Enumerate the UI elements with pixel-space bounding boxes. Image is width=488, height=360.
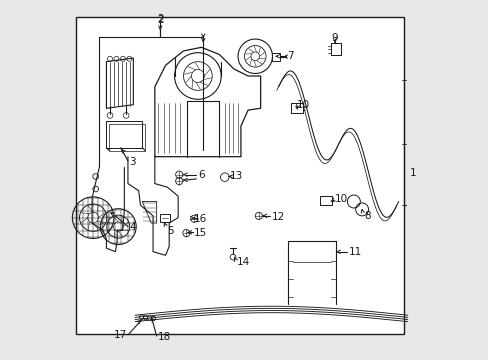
Text: 15: 15: [194, 228, 207, 238]
Text: 3: 3: [129, 157, 135, 167]
Text: 2: 2: [157, 14, 163, 24]
Text: 11: 11: [348, 247, 361, 257]
Text: 18: 18: [158, 332, 171, 342]
Text: 12: 12: [271, 212, 284, 221]
Text: 13: 13: [229, 171, 242, 181]
Bar: [271, 53, 279, 60]
Text: 8: 8: [364, 211, 370, 221]
Text: 5: 5: [167, 226, 174, 236]
Text: 9: 9: [331, 33, 338, 43]
Text: 10: 10: [296, 100, 309, 111]
Text: 2: 2: [157, 15, 163, 26]
Text: 10: 10: [334, 194, 347, 204]
Text: 1: 1: [408, 168, 415, 178]
Text: 16: 16: [193, 214, 206, 224]
Bar: [160, 214, 170, 222]
Text: 6: 6: [198, 170, 204, 180]
Text: 14: 14: [236, 257, 249, 267]
Bar: [76, 17, 403, 334]
Text: 7: 7: [286, 51, 293, 61]
Text: 17: 17: [113, 330, 126, 340]
Bar: [106, 121, 142, 148]
Bar: [109, 124, 145, 150]
Text: 4: 4: [129, 222, 135, 232]
